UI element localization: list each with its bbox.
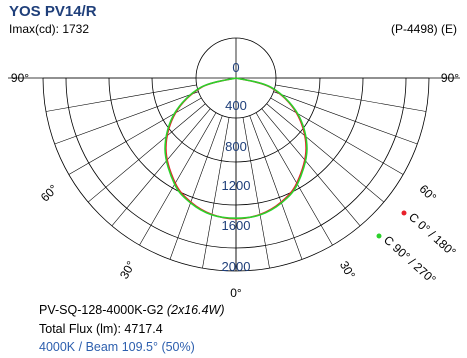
grid-radial xyxy=(87,103,206,203)
radial-tick-label: 400 xyxy=(225,98,247,113)
angle-label: 30° xyxy=(117,258,138,281)
angle-label: 90° xyxy=(11,71,29,85)
product-code: (P-4498) (E) xyxy=(390,22,457,36)
grid-radial xyxy=(261,108,361,227)
grid-radial xyxy=(270,97,404,175)
beam-info: 4000K / Beam 109.5° (50%) xyxy=(39,340,195,354)
grid-radial xyxy=(139,112,217,246)
radial-tick-label: 1600 xyxy=(222,218,251,233)
legend-label: C 0° / 180° xyxy=(406,210,459,260)
angle-label: 90° xyxy=(441,71,459,85)
polar-grid xyxy=(8,37,460,272)
angle-label: 60° xyxy=(38,182,61,205)
grid-radial xyxy=(54,91,199,145)
imax-label: Imax(cd): 1732 xyxy=(9,22,90,36)
grid-radial xyxy=(275,84,427,112)
legend-marker xyxy=(376,233,382,239)
labels: 0 400 800 1200 1600 2000 90° 60° 30° 0° 30° 60° 90° C… xyxy=(11,60,459,300)
grid-radial xyxy=(111,108,211,227)
grid-radial xyxy=(45,84,197,112)
series-curve-1 xyxy=(164,77,308,219)
angle-label: 60° xyxy=(416,182,439,205)
legend-marker xyxy=(401,210,407,216)
grid-radial xyxy=(202,117,230,269)
grid-radial xyxy=(266,103,385,203)
power-spec: (2x16.4W) xyxy=(166,303,225,317)
grid-radial xyxy=(68,97,202,175)
grid-radial xyxy=(273,91,418,145)
grid-radial xyxy=(169,115,223,260)
curves xyxy=(164,77,308,220)
grid-radial xyxy=(242,117,270,269)
model-line: PV-SQ-128-4000K-G2 (2x16.4W) xyxy=(39,303,225,317)
grid-radial xyxy=(255,112,333,246)
chart-title: YOS PV14/R xyxy=(9,3,97,20)
angle-label: 30° xyxy=(337,259,358,282)
radial-tick-label: 800 xyxy=(225,139,247,154)
model-name: PV-SQ-128-4000K-G2 xyxy=(39,303,164,317)
angle-label: 0° xyxy=(230,286,242,300)
total-flux: Total Flux (lm): 4717.4 xyxy=(39,322,163,336)
radial-tick-label: 2000 xyxy=(222,259,251,274)
radial-tick-label: 1200 xyxy=(222,178,251,193)
grid-radial xyxy=(249,115,303,260)
radial-tick-label: 0 xyxy=(232,60,239,75)
